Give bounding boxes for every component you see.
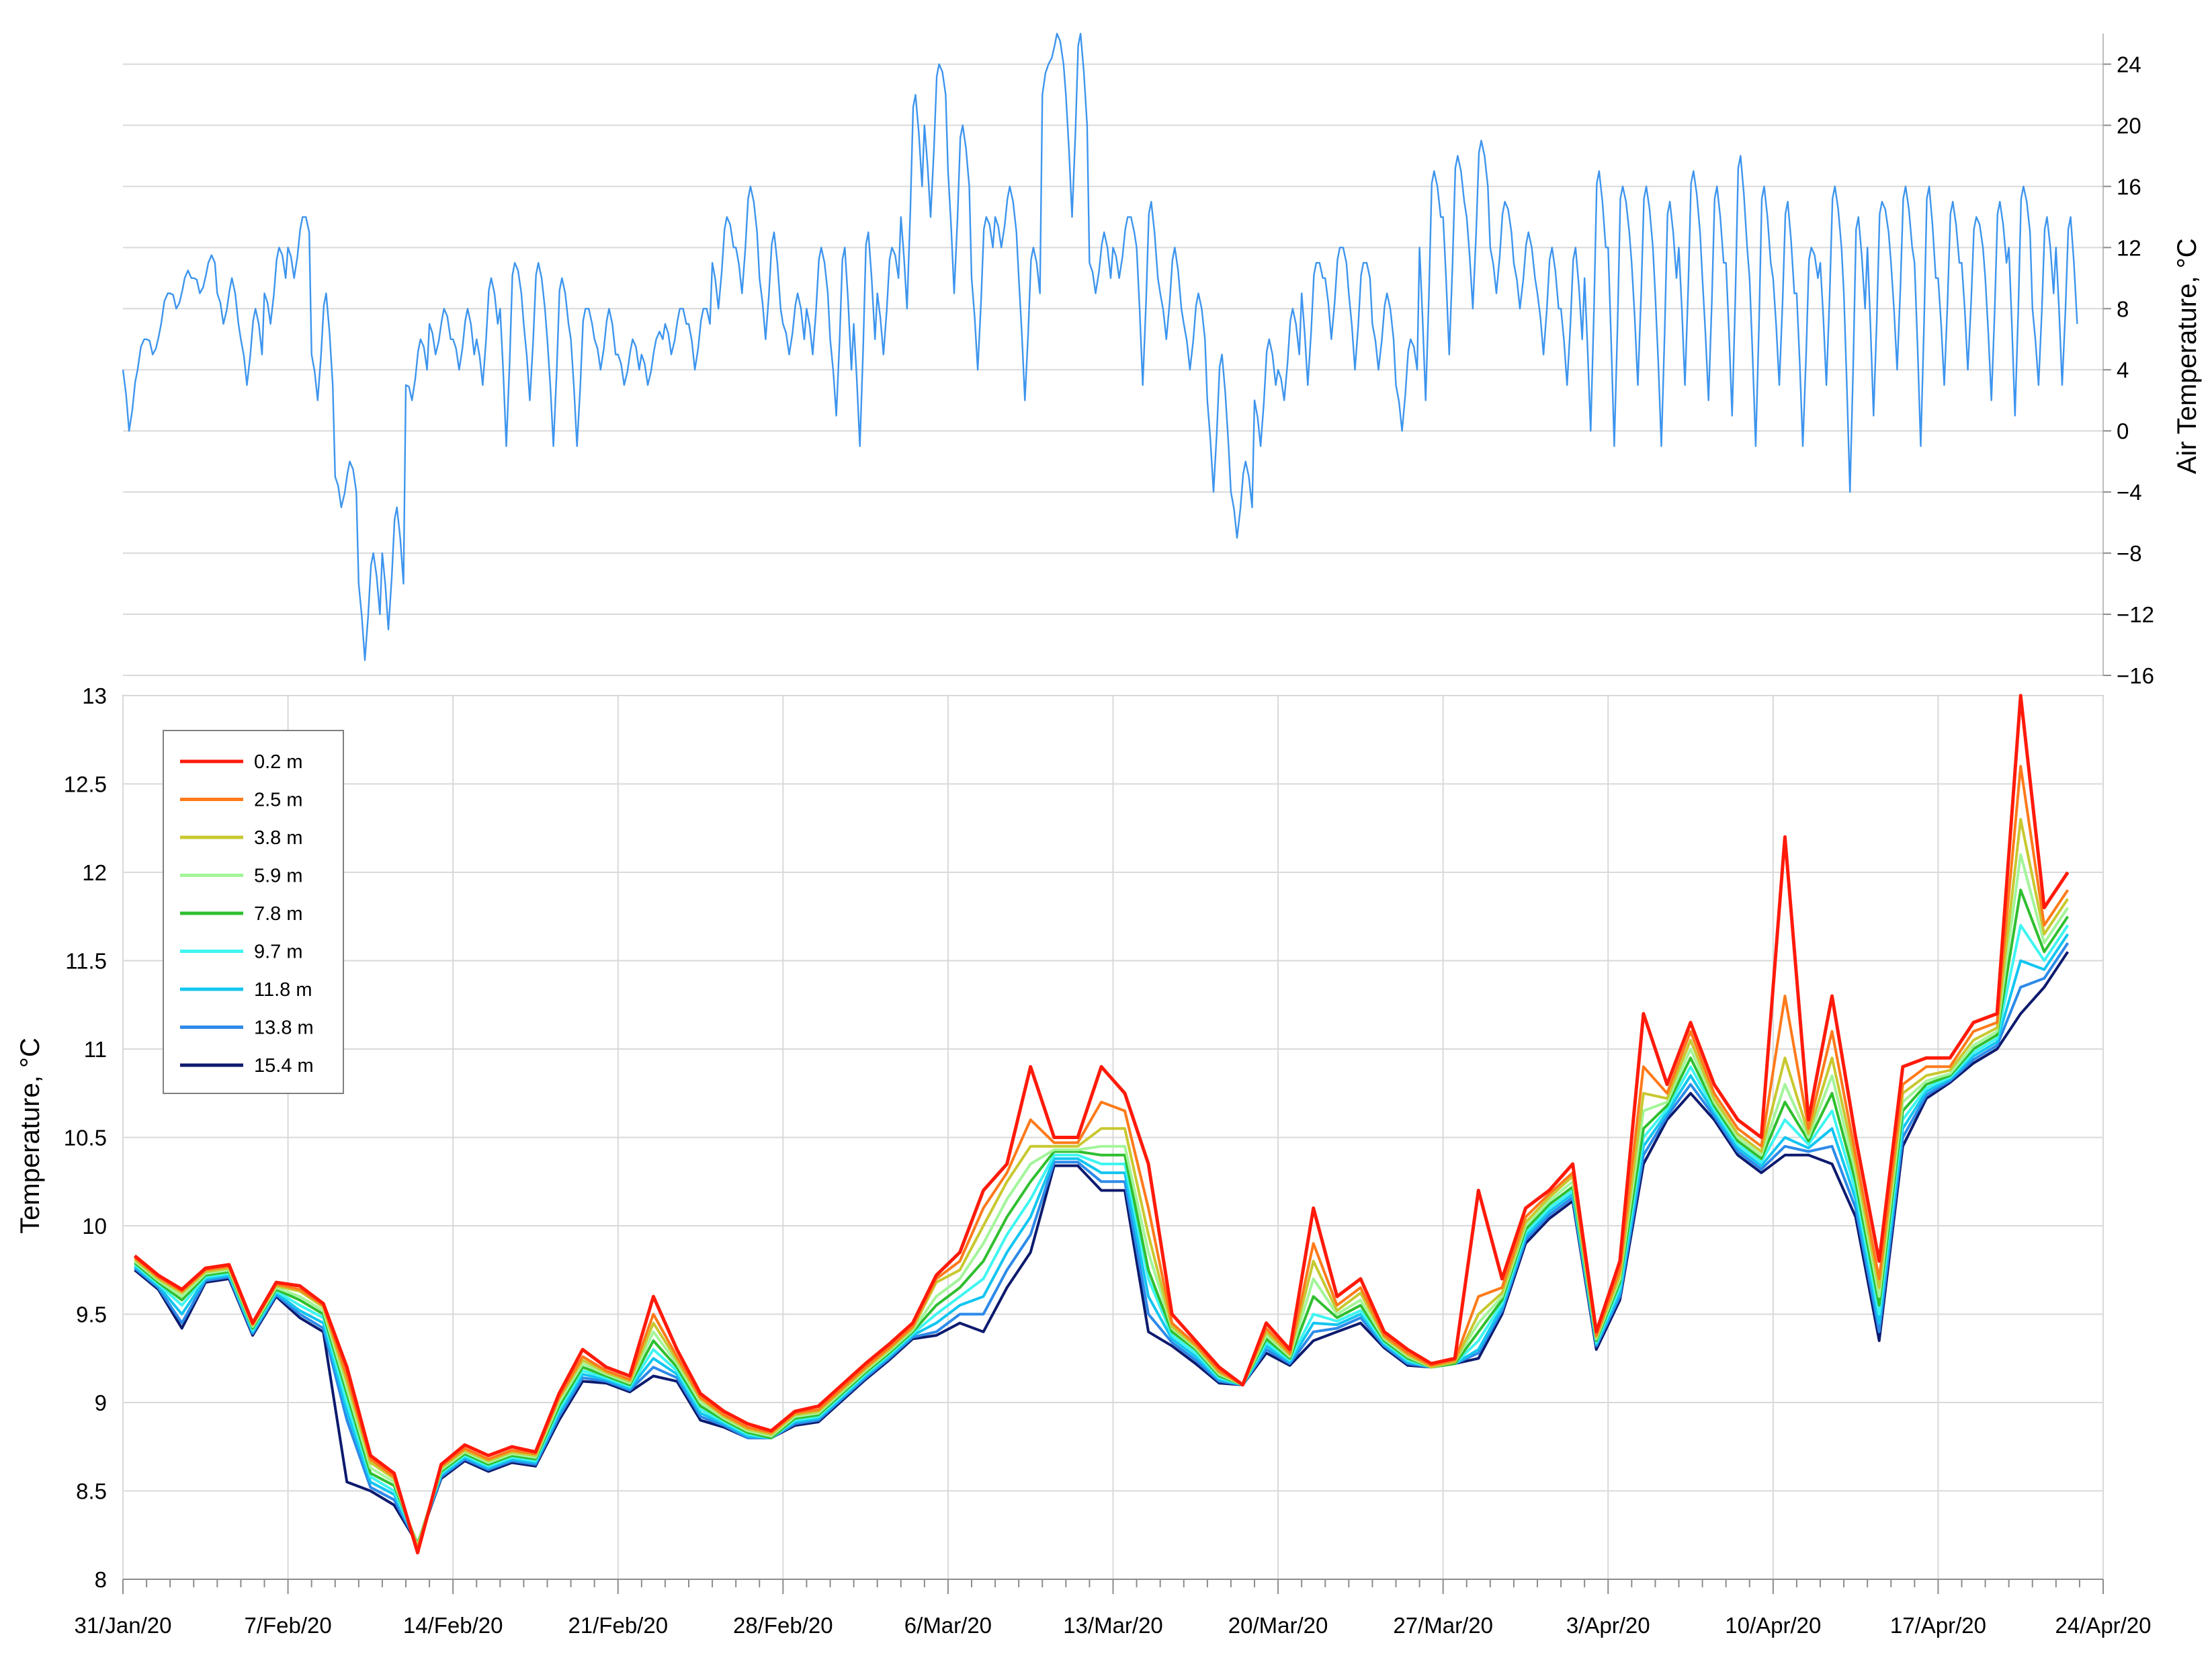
water-y-tick-label: 13 [82,683,107,708]
air-y-tick-label: 4 [2117,358,2129,382]
x-tick-label: 27/Mar/20 [1393,1613,1493,1638]
x-tick-label: 24/Apr/20 [2055,1613,2151,1638]
air-temperature-series [122,32,2078,661]
water-y-tick-label: 11 [84,1037,107,1062]
series-line-15-4-mm [134,951,2070,1546]
water-y-tick-label: 10 [82,1214,107,1239]
water-y-tick-label: 8 [95,1567,107,1592]
legend-label: 13.8 m [254,1017,314,1039]
air-y-axis-title: Air Temperature, °C [2172,239,2202,474]
water-y-axis-title: Temperature, °C [15,1038,45,1234]
x-tick-label: 6/Mar/20 [904,1613,992,1638]
x-tick-label: 31/Jan/20 [75,1613,172,1638]
x-tick-label: 28/Feb/20 [733,1613,833,1638]
air-y-tick-label: 12 [2117,235,2141,260]
air-y-tick-label: −12 [2117,602,2154,627]
series-line-5-9-mm [134,853,2070,1547]
air-y-tick-label: 8 [2117,296,2129,321]
air-y-tick-label: 24 [2117,52,2141,77]
legend-label: 15.4 m [254,1055,314,1077]
water-y-tick-label: 8.5 [76,1479,107,1504]
air-temperature-panel: 24 20 16 12 8 4 0 −4 −8 −12 −16 Air Temperature, °… [122,32,2202,688]
series-line-2-5-mm [134,765,2070,1551]
air-y-tick-label: 16 [2117,174,2141,199]
legend-label: 0.2 m [254,751,303,773]
series-line-9-7-mm [134,923,2070,1546]
x-tick-label: 3/Apr/20 [1566,1613,1650,1638]
air-gridlines [123,63,2103,676]
water-y-tick-label: 9.5 [76,1302,107,1327]
air-y-tick-label: 20 [2117,113,2141,138]
x-tick-label: 14/Feb/20 [403,1613,503,1638]
water-y-tick-labels: 8 8.5 9 9.5 10 10.5 11 11.5 12 12.5 13 [64,683,107,1592]
x-tick-label: 7/Feb/20 [244,1613,331,1638]
water-y-tick-label: 9 [95,1390,107,1415]
legend-label: 11.8 m [254,979,312,1001]
x-axis-minor-ticks [122,1579,2104,1594]
air-y-tick-label: −16 [2117,663,2154,688]
legend-label: 7.8 m [254,903,303,925]
air-y-tick-label: 0 [2117,419,2129,444]
series-line-0-2-mm [133,694,2070,1554]
series-line-3-8-mm [134,818,2070,1549]
x-tick-label: 17/Apr/20 [1890,1613,1986,1638]
air-y-tick-label: −4 [2117,480,2142,505]
x-tick-label: 20/Mar/20 [1228,1613,1328,1638]
water-y-tick-label: 12 [82,860,107,885]
legend-items: 0.2 m 2.5 m 3.8 m 5.9 m 7.8 m 9.7 m 11.8 m 13.8… [180,751,314,1077]
legend-label: 3.8 m [254,827,303,849]
legend-label: 5.9 m [254,866,303,887]
water-temperature-series [133,694,2070,1554]
series-line-11-8-mm [134,933,2070,1546]
legend: 0.2 m 2.5 m 3.8 m 5.9 m 7.8 m 9.7 m 11.8 m 13.8… [163,730,344,1094]
series-line-7-8-mm [134,888,2070,1546]
x-tick-label: 10/Apr/20 [1725,1613,1821,1638]
water-y-tick-label: 12.5 [64,772,107,797]
water-y-tick-label: 11.5 [65,949,107,974]
air-temperature-line [122,32,2078,661]
x-tick-labels: 31/Jan/20 7/Feb/20 14/Feb/20 21/Feb/20 28/Fe… [75,1613,2152,1638]
legend-label: 9.7 m [254,942,303,963]
legend-label: 2.5 m [254,790,303,811]
air-y-tick-labels: 24 20 16 12 8 4 0 −4 −8 −12 −16 [2103,52,2154,688]
water-y-tick-label: 10.5 [64,1126,107,1151]
x-tick-label: 13/Mar/20 [1063,1613,1163,1638]
series-line-13-8-mm [134,942,2070,1546]
x-tick-label: 21/Feb/20 [568,1613,668,1638]
water-temperature-panel: 8 8.5 9 9.5 10 10.5 11 11.5 12 12.5 13 31/Jan/20 7/… [15,683,2152,1638]
air-y-tick-label: −8 [2117,541,2142,566]
